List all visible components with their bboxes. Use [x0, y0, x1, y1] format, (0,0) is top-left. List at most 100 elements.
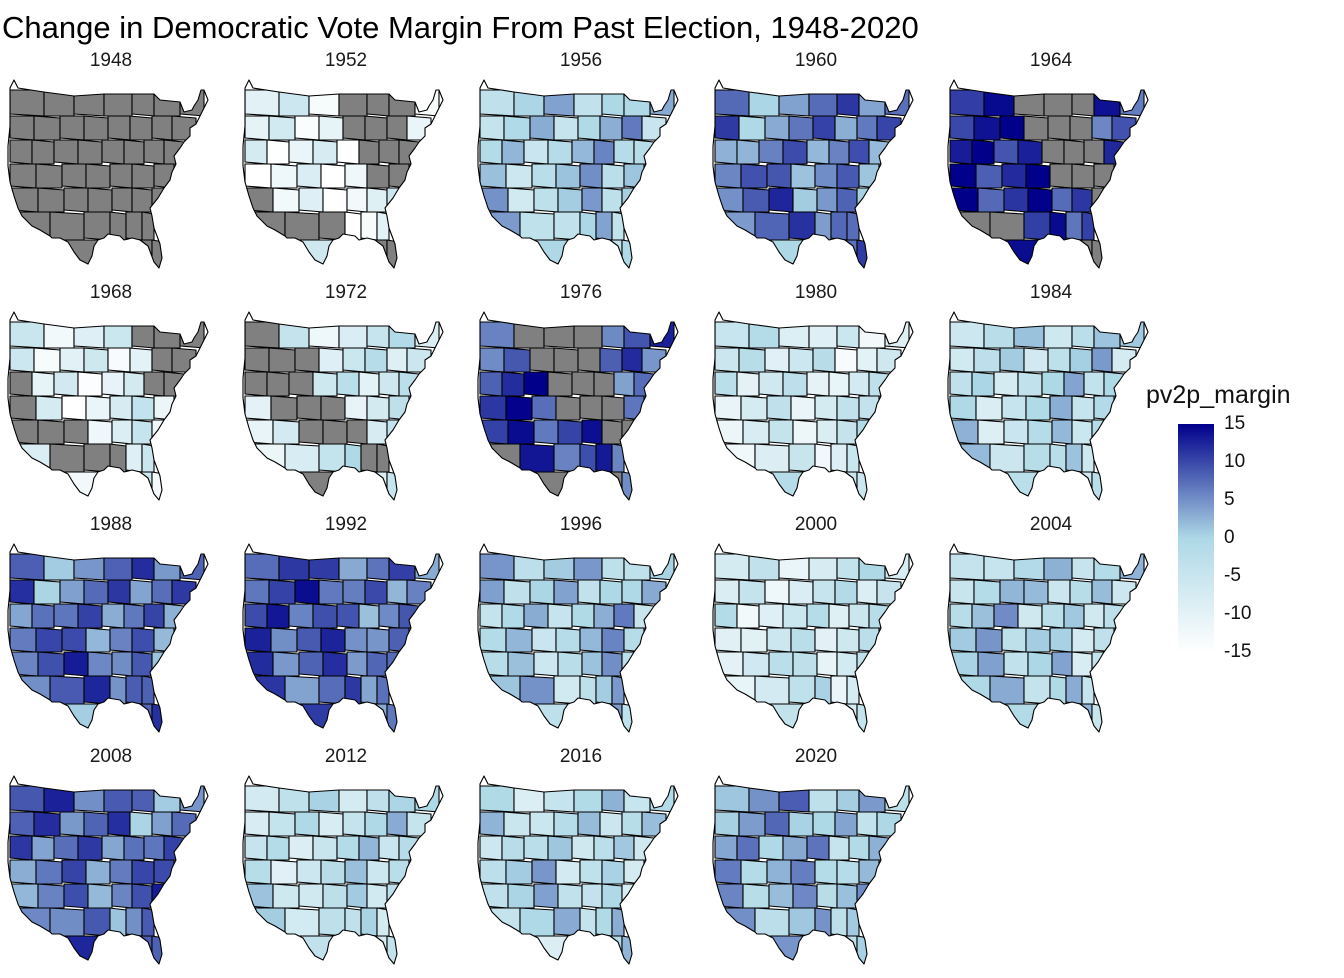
- state-region: [101, 835, 125, 861]
- state-region: [9, 163, 37, 189]
- facet-year-label: 1952: [324, 50, 368, 71]
- state-region: [812, 579, 836, 605]
- state-region: [555, 627, 581, 653]
- state-region: [714, 115, 740, 141]
- state-region: [601, 395, 625, 421]
- state-region: [366, 859, 390, 885]
- state-region: [573, 239, 597, 268]
- state-region: [766, 163, 792, 189]
- state-region: [244, 859, 272, 885]
- state-region: [87, 883, 113, 909]
- state-region: [143, 835, 165, 861]
- state-region: [37, 419, 65, 445]
- facet-panel: 1972: [239, 282, 453, 514]
- state-region: [621, 883, 637, 909]
- state-region: [973, 115, 1001, 141]
- state-region: [1001, 627, 1027, 653]
- state-region: [503, 811, 531, 837]
- state-region: [1041, 603, 1065, 629]
- state-region: [1093, 89, 1121, 117]
- state-region: [153, 89, 181, 117]
- facet-panel: 2016: [474, 746, 688, 978]
- state-region: [949, 347, 975, 373]
- state-region: [758, 139, 784, 165]
- state-region: [342, 579, 366, 605]
- state-region: [101, 603, 125, 629]
- state-region: [171, 579, 197, 605]
- facet-year-label: 1960: [794, 50, 838, 71]
- state-region: [1047, 579, 1071, 605]
- state-region: [270, 395, 298, 421]
- state-region: [9, 811, 35, 837]
- state-region: [519, 675, 555, 705]
- state-region: [621, 579, 643, 605]
- state-region: [1043, 703, 1067, 732]
- state-region: [736, 371, 760, 397]
- state-region: [244, 115, 270, 141]
- us-state-map: [242, 311, 444, 501]
- state-region: [579, 627, 603, 653]
- state-region: [533, 187, 559, 213]
- state-region: [1083, 139, 1105, 165]
- us-state-map: [477, 311, 679, 501]
- state-region: [633, 835, 655, 861]
- state-region: [790, 627, 816, 653]
- facet-panel: 2004: [944, 514, 1158, 746]
- state-region: [1071, 651, 1093, 677]
- state-region: [834, 811, 858, 837]
- state-region: [9, 371, 33, 397]
- state-region: [61, 395, 87, 421]
- state-region: [9, 835, 33, 861]
- state-region: [766, 859, 792, 885]
- state-region: [507, 651, 535, 677]
- state-region: [398, 139, 420, 165]
- state-region: [479, 89, 515, 117]
- state-region: [479, 115, 505, 141]
- state-region: [366, 419, 388, 445]
- state-region: [714, 553, 750, 581]
- state-region: [61, 859, 87, 885]
- state-region: [336, 139, 360, 165]
- state-region: [63, 187, 89, 213]
- state-region: [87, 651, 113, 677]
- state-region: [270, 859, 298, 885]
- state-region: [9, 553, 45, 581]
- state-region: [792, 187, 818, 213]
- state-region: [505, 395, 533, 421]
- state-region: [85, 163, 111, 189]
- state-region: [53, 371, 79, 397]
- state-region: [151, 811, 173, 837]
- state-region: [848, 139, 870, 165]
- state-region: [519, 907, 555, 937]
- state-region: [503, 115, 531, 141]
- state-region: [111, 419, 133, 445]
- state-region: [830, 675, 848, 705]
- state-region: [1027, 651, 1053, 677]
- state-region: [320, 627, 346, 653]
- legend-title: pv2p_margin: [1146, 381, 1291, 409]
- state-region: [949, 371, 973, 397]
- state-region: [479, 627, 507, 653]
- state-region: [378, 603, 400, 629]
- state-region: [103, 239, 127, 268]
- state-region: [9, 859, 37, 885]
- state-region: [111, 651, 133, 677]
- state-region: [479, 785, 515, 813]
- facet-year-label: 2008: [89, 746, 133, 767]
- state-region: [37, 187, 65, 213]
- state-region: [758, 371, 784, 397]
- us-outline: [7, 775, 209, 965]
- state-region: [641, 579, 667, 605]
- state-region: [623, 553, 651, 581]
- state-region: [479, 347, 505, 373]
- state-region: [782, 603, 808, 629]
- state-region: [364, 579, 388, 605]
- state-region: [388, 89, 416, 117]
- state-region: [836, 163, 860, 189]
- state-region: [814, 395, 838, 421]
- state-region: [288, 371, 314, 397]
- state-region: [836, 187, 858, 213]
- state-region: [989, 443, 1025, 473]
- state-region: [740, 163, 768, 189]
- state-region: [975, 163, 1003, 189]
